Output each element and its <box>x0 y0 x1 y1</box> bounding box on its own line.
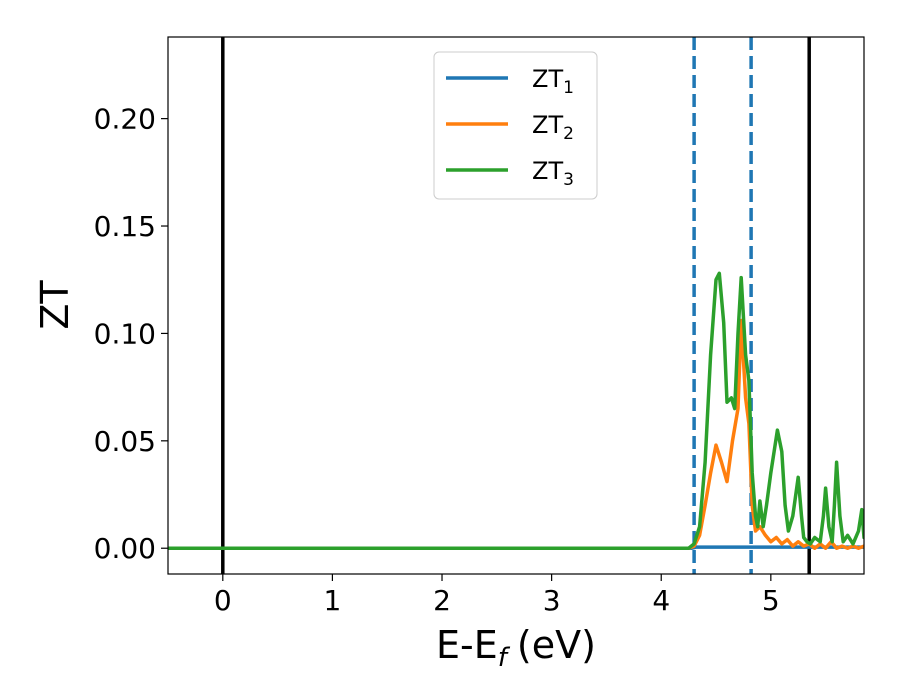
x-axis-ticks: 0 1 2 3 4 5 <box>214 574 780 617</box>
legend-label-zt1: ZT1 <box>532 65 574 98</box>
plot-area <box>168 37 864 574</box>
y-tick-label: 0.15 <box>94 210 156 243</box>
x-tick-label: 4 <box>652 584 670 617</box>
y-axis-title: ZT <box>33 280 77 330</box>
legend-label-zt2: ZT2 <box>532 111 574 144</box>
plot-frame <box>167 36 865 575</box>
x-axis-title: E-Ef (eV) <box>436 623 596 673</box>
legend-label-zt3: ZT3 <box>532 157 574 190</box>
x-tick-label: 5 <box>762 584 780 617</box>
series-lines <box>168 271 864 550</box>
x-tick-label: 0 <box>214 584 232 617</box>
y-tick-label: 0.10 <box>94 317 156 350</box>
y-tick-label: 0.20 <box>94 103 156 136</box>
x-tick-label: 3 <box>543 584 561 617</box>
x-axis-title-main: E-E <box>436 623 498 667</box>
x-tick-label: 1 <box>323 584 341 617</box>
y-tick-label: 0.05 <box>94 425 156 458</box>
y-tick-label: 0.00 <box>94 532 156 565</box>
y-axis-ticks: 0.00 0.05 0.10 0.15 0.20 <box>94 103 168 565</box>
x-axis-title-unit: (eV) <box>517 623 596 667</box>
x-tick-label: 2 <box>433 584 451 617</box>
series-line-zt3 <box>168 271 864 550</box>
legend: ZT1 ZT2 ZT3 <box>433 51 598 200</box>
legend-box <box>433 51 598 200</box>
